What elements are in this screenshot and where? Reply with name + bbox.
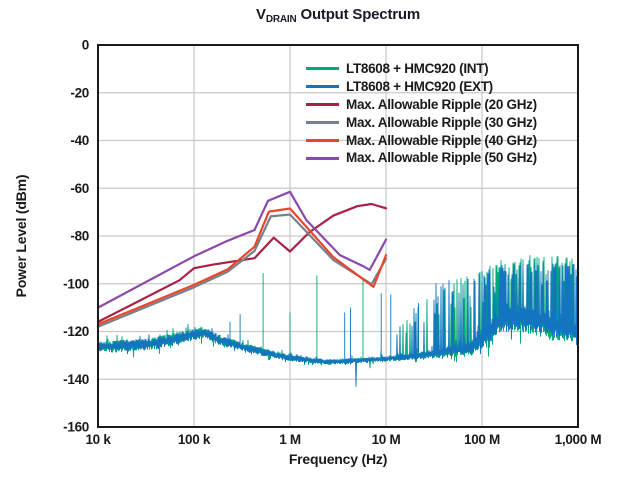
axes-frame <box>97 44 579 428</box>
trace-max-allowable-ripple-20-ghz <box>96 202 388 323</box>
y-tick-label: -40 <box>70 133 89 148</box>
x-tick-label: 10 k <box>85 432 111 447</box>
legend-swatch <box>306 139 339 142</box>
series-traces <box>96 190 579 387</box>
plot-frame <box>97 44 579 428</box>
legend-swatch <box>306 85 339 89</box>
legend-swatch <box>306 156 339 160</box>
trace-max-allowable-ripple-30-ghz <box>96 213 388 328</box>
title-subscript: DRAIN <box>265 14 297 25</box>
x-tick-label: 10 M <box>372 432 401 447</box>
legend-label: Max. Allowable Ripple (30 GHz) <box>346 114 537 130</box>
legend-swatch <box>306 67 339 71</box>
x-tick-label: 1,000 M <box>555 432 602 447</box>
legend-label: LT8608 + HMC920 (INT) <box>346 61 489 76</box>
y-tick-label: -80 <box>70 229 89 244</box>
y-tick-label: -100 <box>63 276 89 291</box>
legend-swatch <box>306 103 339 107</box>
y-tick-label: -140 <box>63 372 89 387</box>
trace-max-allowable-ripple-50-ghz <box>96 190 388 309</box>
legend-item-lt8608-hmc920-int: LT8608 + HMC920 (INT) <box>306 60 537 78</box>
y-axis-label: Power Level (dBm) <box>13 174 29 298</box>
x-axis-label: Frequency (Hz) <box>288 451 388 467</box>
legend-item-max-allowable-ripple-30-ghz: Max. Allowable Ripple (30 GHz) <box>306 114 537 132</box>
y-tick-label: -60 <box>70 181 89 196</box>
x-tick-label: 100 k <box>178 432 211 447</box>
y-tick-label: 0 <box>82 38 89 53</box>
trace-max-allowable-ripple-40-ghz <box>96 207 388 326</box>
legend-label: Max. Allowable Ripple (20 GHz) <box>346 96 537 112</box>
y-tick-label: -120 <box>63 324 89 339</box>
legend-swatch <box>306 121 339 125</box>
legend-item-lt8608-hmc920-ext: LT8608 + HMC920 (EXT) <box>306 78 537 96</box>
legend: LT8608 + HMC920 (INT) LT8608 + HMC920 (EX… <box>306 60 537 167</box>
legend-label: LT8608 + HMC920 (EXT) <box>346 78 493 94</box>
chart-title: VDRAIN Output Spectrum <box>98 6 578 25</box>
x-tick-label: 100 M <box>464 432 500 447</box>
legend-item-max-allowable-ripple-40-ghz: Max. Allowable Ripple (40 GHz) <box>306 132 537 150</box>
title-rest: Output Spectrum <box>300 6 420 23</box>
legend-item-max-allowable-ripple-50-ghz: Max. Allowable Ripple (50 GHz) <box>306 149 537 167</box>
y-tick-label: -160 <box>63 420 89 435</box>
y-tick-label: -20 <box>70 85 89 100</box>
trace-lt8608-hmc920-ext <box>97 262 579 387</box>
title-prefix: V <box>256 6 266 23</box>
legend-label: Max. Allowable Ripple (50 GHz) <box>346 150 537 166</box>
x-tick-label: 1 M <box>279 432 301 447</box>
legend-label: Max. Allowable Ripple (40 GHz) <box>346 132 537 148</box>
legend-item-max-allowable-ripple-20-ghz: Max. Allowable Ripple (20 GHz) <box>306 96 537 114</box>
